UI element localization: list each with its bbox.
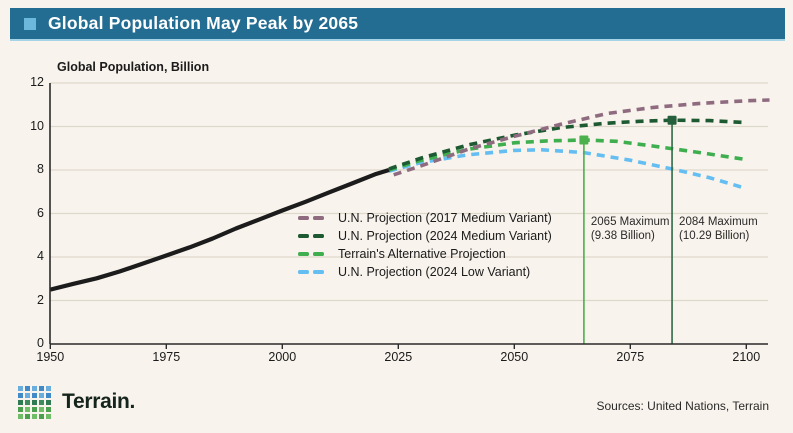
- annotation-year-text: 2084 Maximum: [679, 216, 758, 228]
- y-tick-label: 12: [30, 75, 44, 89]
- y-tick-label: 10: [30, 118, 44, 133]
- page-title: Global Population May Peak by 2065: [48, 13, 359, 33]
- sources-note: Sources: United Nations, Terrain: [596, 399, 769, 413]
- annotation-value-text: (9.38 Billion): [590, 229, 655, 242]
- y-tick-label: 2: [37, 292, 44, 307]
- legend-item-u-n-projection-2024-low-variant: U.N. Projection (2024 Low Variant): [298, 263, 552, 281]
- legend-dash-icon: [298, 216, 330, 220]
- series-line-u-n-projection-2024-medium-variant: [388, 118, 747, 171]
- legend-dash-icon: [298, 234, 330, 238]
- legend-item-u-n-projection-2024-medium-variant: U.N. Projection (2024 Medium Variant): [298, 227, 552, 245]
- legend-item-u-n-projection-2017-medium-variant: U.N. Projection (2017 Medium Variant): [298, 209, 552, 227]
- legend-label: U.N. Projection (2024 Low Variant): [338, 265, 531, 279]
- y-tick-label: 0: [37, 336, 44, 350]
- square-bullet-icon: [24, 17, 36, 30]
- annotation-label-2084: 2084 Maximum (10.29 Billion): [679, 216, 758, 243]
- terrain-logo-icon: [18, 386, 53, 421]
- x-tick-label: 2025: [384, 350, 413, 364]
- legend-item-terrain-s-alternative-projection: Terrain's Alternative Projection: [298, 245, 552, 263]
- logo-row: [18, 407, 53, 412]
- annotation-year-text: 2065 Maximum: [590, 216, 670, 228]
- legend-label: U.N. Projection (2024 Medium Variant): [338, 229, 552, 243]
- annotation-value-text: (10.29 Billion): [679, 229, 750, 242]
- chart-header-bar: Global Population May Peak by 2065: [10, 8, 785, 41]
- logo-row: [18, 386, 53, 391]
- logo-row: [18, 393, 53, 398]
- peak-marker-2065: [579, 135, 589, 145]
- x-tick-label: 2100: [732, 350, 761, 364]
- peak-marker-2084: [667, 115, 677, 125]
- legend-dash-icon: [298, 252, 330, 256]
- x-tick-label: 1975: [152, 350, 181, 364]
- x-tick-label: 2050: [500, 350, 529, 364]
- brand-wordmark: Terrain.: [62, 390, 136, 413]
- y-axis-title: Global Population, Billion: [57, 60, 210, 74]
- series-line-historical: [49, 167, 390, 292]
- logo-row: [18, 414, 53, 419]
- x-tick-label: 1950: [36, 350, 65, 364]
- y-tick-label: 6: [37, 205, 44, 220]
- annotation-label-2065: 2065 Maximum (9.38 Billion): [591, 216, 670, 243]
- legend-label: Terrain's Alternative Projection: [338, 247, 506, 261]
- logo-row: [18, 400, 53, 405]
- series-line-u-n-projection-2017-medium-variant: [393, 98, 770, 177]
- y-tick-label: 4: [37, 249, 44, 263]
- legend-label: U.N. Projection (2017 Medium Variant): [338, 211, 552, 225]
- series-line-terrain-s-alternative-projection: [388, 138, 747, 172]
- legend-dash-icon: [298, 270, 330, 274]
- x-tick-label: 2075: [616, 350, 645, 364]
- series-line-u-n-projection-2024-low-variant: [388, 148, 747, 191]
- chart-legend: U.N. Projection (2017 Medium Variant) U.N…: [298, 209, 552, 281]
- x-tick-label: 2000: [268, 350, 297, 364]
- y-tick-label: 8: [37, 162, 44, 176]
